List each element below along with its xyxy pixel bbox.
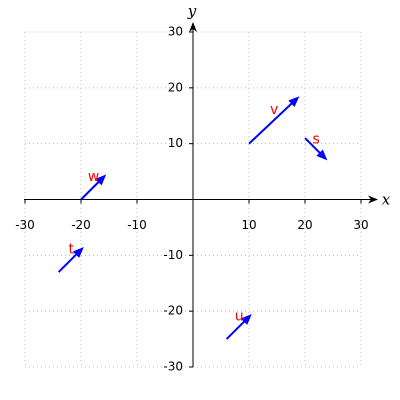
axes: x y -30 -20 -10 10 20 30 -30 -20 -10 10 20 30	[15, 2, 391, 374]
y-tick-label: 20	[168, 80, 183, 94]
y-tick-label: -30	[163, 360, 183, 374]
vector-shaft	[225, 319, 247, 340]
vector-shaft	[57, 252, 79, 273]
x-tick-label: 20	[297, 218, 312, 232]
vector-label: t	[68, 242, 74, 258]
vector-head	[316, 149, 328, 161]
y-tick-label: -10	[163, 248, 183, 262]
vector-label: u	[235, 309, 244, 325]
vector-label: v	[270, 102, 278, 118]
y-tick-label: -20	[163, 304, 183, 318]
vector-shaft	[80, 180, 101, 201]
y-axis-label: y	[187, 2, 197, 20]
x-tick-label: 30	[353, 218, 368, 232]
vector-shaft	[248, 101, 294, 145]
vector-head	[72, 246, 84, 258]
y-tick-label: 30	[168, 25, 183, 39]
x-tick-label: 10	[241, 218, 256, 232]
x-tick-label: -20	[71, 218, 91, 232]
vector-head	[288, 96, 300, 108]
x-axis-label: x	[382, 191, 391, 209]
vector-head	[95, 174, 107, 186]
vectors: v s w t u	[57, 96, 328, 340]
vector-label: w	[88, 169, 99, 185]
vector-label: s	[313, 131, 320, 147]
x-tick-label: -30	[15, 218, 35, 232]
vector-shaft	[304, 137, 322, 155]
y-tick-label: 10	[168, 136, 183, 150]
x-tick-label: -10	[127, 218, 147, 232]
vector-head	[240, 313, 252, 325]
